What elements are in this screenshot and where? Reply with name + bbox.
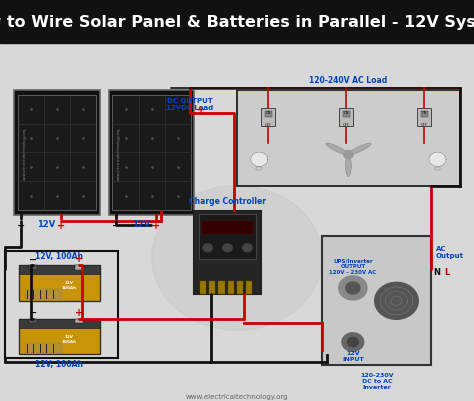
Ellipse shape <box>326 144 348 156</box>
Bar <box>75 319 83 323</box>
Polygon shape <box>152 186 322 330</box>
Bar <box>339 109 353 127</box>
Text: www.electricaltechnology.org: www.electricaltechnology.org <box>117 127 121 179</box>
Text: ON: ON <box>344 111 349 115</box>
Text: UPS/Inverter
OUTPUT
120V - 230V AC: UPS/Inverter OUTPUT 120V - 230V AC <box>329 258 376 274</box>
Text: −: − <box>29 254 37 264</box>
Bar <box>199 214 256 259</box>
Bar <box>228 282 234 294</box>
Text: −: − <box>112 221 120 231</box>
Polygon shape <box>342 333 364 351</box>
Polygon shape <box>203 244 212 252</box>
Polygon shape <box>345 152 352 158</box>
Text: +: + <box>57 221 65 231</box>
Text: www.electricaltechnology.org: www.electricaltechnology.org <box>186 393 288 399</box>
Bar <box>200 282 206 294</box>
Polygon shape <box>347 338 358 347</box>
Ellipse shape <box>346 155 351 177</box>
Text: 12V: 12V <box>37 219 56 228</box>
Ellipse shape <box>348 144 371 156</box>
Bar <box>194 212 261 294</box>
Text: 120-230V
DC to AC
Inverter: 120-230V DC to AC Inverter <box>360 373 393 389</box>
Bar <box>261 109 275 127</box>
Text: Charge Controller: Charge Controller <box>189 197 266 206</box>
Polygon shape <box>346 282 360 294</box>
Bar <box>19 265 100 301</box>
Text: L: L <box>445 267 450 276</box>
Text: −: − <box>173 105 182 115</box>
Text: 12V
INPUT: 12V INPUT <box>342 350 364 361</box>
Text: N: N <box>434 267 441 276</box>
Bar <box>28 265 36 270</box>
Text: +: + <box>75 254 83 264</box>
Text: 12V
100Ah: 12V 100Ah <box>61 334 76 343</box>
Bar <box>19 265 100 274</box>
Polygon shape <box>344 151 353 159</box>
Bar <box>26 343 62 353</box>
Bar <box>264 112 272 118</box>
Bar <box>420 112 428 118</box>
Bar <box>18 95 96 211</box>
Bar <box>202 221 253 235</box>
Text: 120-240V AC Load: 120-240V AC Load <box>309 76 388 85</box>
Text: OFF: OFF <box>343 122 349 126</box>
Text: 12V: 12V <box>132 219 151 228</box>
Polygon shape <box>243 244 252 252</box>
Text: OFF: OFF <box>265 122 272 126</box>
Bar <box>5 251 118 358</box>
Bar <box>246 282 253 294</box>
Text: www.electricaltechnology.org: www.electricaltechnology.org <box>22 127 27 179</box>
Bar <box>435 167 440 171</box>
Polygon shape <box>339 276 367 300</box>
Bar <box>19 319 100 328</box>
Bar <box>343 112 350 118</box>
Text: OFF: OFF <box>421 122 428 126</box>
Bar <box>75 265 83 270</box>
Text: +: + <box>152 221 160 231</box>
Bar <box>209 282 215 294</box>
Bar <box>322 237 431 365</box>
Text: How to Wire Solar Panel & Batteries in Parallel - 12V System: How to Wire Solar Panel & Batteries in P… <box>0 14 474 30</box>
Bar <box>19 319 100 354</box>
Bar <box>112 95 191 211</box>
Text: 12V, 100Ah: 12V, 100Ah <box>35 251 83 261</box>
Text: ON: ON <box>265 111 271 115</box>
Text: 12V
100Ah: 12V 100Ah <box>61 281 76 289</box>
Polygon shape <box>223 244 232 252</box>
Bar <box>417 109 431 127</box>
Bar <box>28 319 36 323</box>
Text: +: + <box>197 105 206 115</box>
Bar <box>0 0 474 44</box>
Text: 12V, 100Ah: 12V, 100Ah <box>35 359 83 369</box>
Bar <box>237 282 243 294</box>
Bar <box>26 289 62 299</box>
Bar <box>237 91 460 187</box>
Text: +: + <box>75 307 83 317</box>
Text: −: − <box>17 221 25 231</box>
Polygon shape <box>374 283 418 320</box>
Text: −: − <box>29 307 37 317</box>
Text: ON: ON <box>421 111 427 115</box>
Bar <box>109 91 194 215</box>
Bar <box>218 282 225 294</box>
Bar <box>14 91 100 215</box>
Text: DC OUTPUT
12VDC Load: DC OUTPUT 12VDC Load <box>166 98 213 111</box>
Bar <box>256 167 262 171</box>
Polygon shape <box>429 153 446 167</box>
Text: AC
Output: AC Output <box>436 246 464 259</box>
Polygon shape <box>251 153 268 167</box>
